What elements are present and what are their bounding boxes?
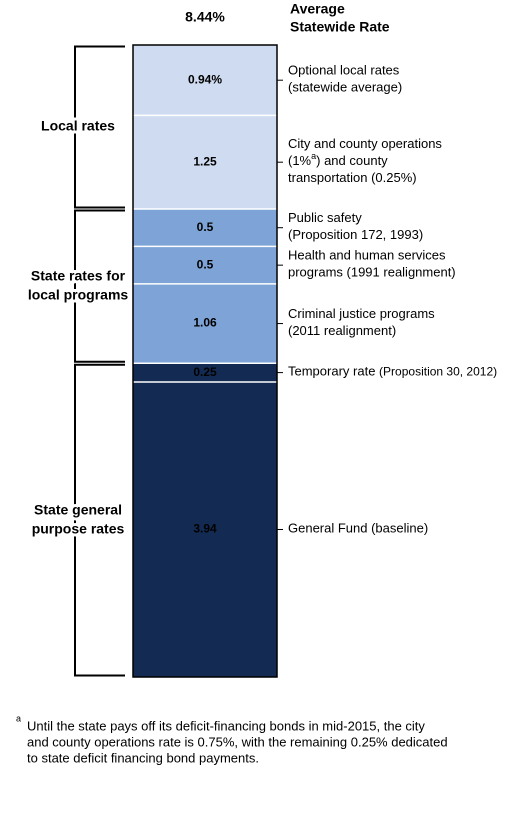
segment-label: transportation (0.25%) xyxy=(288,171,417,186)
group-label: local programs xyxy=(28,286,129,302)
group-label: State general xyxy=(34,501,122,517)
label-run: ) and county xyxy=(316,154,388,169)
bar-outline xyxy=(132,44,278,678)
superscript: a xyxy=(311,152,316,162)
segment-label: City and county operations xyxy=(288,137,442,152)
value-label: 0.5 xyxy=(197,220,214,234)
footnote-line: Until the state pays off its deficit-fin… xyxy=(27,718,425,733)
segment-label: Public safety xyxy=(288,211,362,226)
bar-segment xyxy=(133,208,277,247)
value-label: 3.94 xyxy=(193,522,217,536)
label-run: Optional local rates xyxy=(288,63,400,78)
segment-label: Temporary rate (Proposition 30, 2012) xyxy=(288,364,497,379)
bar-segment xyxy=(133,381,277,677)
value-label: 1.25 xyxy=(193,154,217,168)
segment-label: (statewide average) xyxy=(288,80,402,95)
segment-label: General Fund (baseline) xyxy=(288,521,428,536)
value-label: 1.06 xyxy=(193,316,217,330)
group-label: State rates for xyxy=(31,267,126,283)
label-run: programs (1991 realignment) xyxy=(288,265,456,280)
label-run: transportation (0.25%) xyxy=(288,171,417,186)
value-label: 0.5 xyxy=(197,257,214,271)
value-label: 0.25 xyxy=(193,365,217,379)
segment-label: (Proposition 172, 1993) xyxy=(288,228,423,243)
footnote-line: to state deficit financing bond payments… xyxy=(27,750,259,765)
label-run: Criminal justice programs xyxy=(288,306,435,321)
bar-segment xyxy=(133,115,277,209)
bar-segment xyxy=(133,45,277,116)
segment-label: Criminal justice programs xyxy=(288,306,435,321)
group-label: Local rates xyxy=(41,118,115,134)
segment-label: Optional local rates xyxy=(288,63,400,78)
bracket xyxy=(74,209,125,363)
segment-label: programs (1991 realignment) xyxy=(288,265,456,280)
footnote-marker: a xyxy=(16,713,21,723)
footnote-line: and county operations rate is 0.75%, wit… xyxy=(27,734,448,749)
label-run: Health and human services xyxy=(288,248,446,263)
bar-segment xyxy=(133,246,277,284)
label-run: Temporary rate xyxy=(288,364,379,379)
header: Statewide Rate xyxy=(290,19,390,35)
bar-segment xyxy=(133,363,277,382)
label-run: (statewide average) xyxy=(288,80,402,95)
label-run: City and county operations xyxy=(288,137,442,152)
label-run: Public safety xyxy=(288,211,362,226)
label-run: (Proposition 172, 1993) xyxy=(288,228,423,243)
bracket xyxy=(74,45,125,209)
value-label: 0.94% xyxy=(188,72,222,86)
header: Average xyxy=(290,1,345,17)
bar-segment xyxy=(133,283,277,364)
label-run: (2011 realignment) xyxy=(288,323,396,338)
total-label: 8.44% xyxy=(185,9,225,25)
label-run: (1% xyxy=(288,154,312,169)
label-run-small: (Proposition 30, 2012) xyxy=(379,365,497,379)
group-label: purpose rates xyxy=(32,520,125,536)
label-run: General Fund (baseline) xyxy=(288,521,428,536)
segment-label: (2011 realignment) xyxy=(288,323,396,338)
segment-label: Health and human services xyxy=(288,248,446,263)
segment-label: (1%a) and county xyxy=(288,152,388,169)
bracket xyxy=(74,363,125,677)
